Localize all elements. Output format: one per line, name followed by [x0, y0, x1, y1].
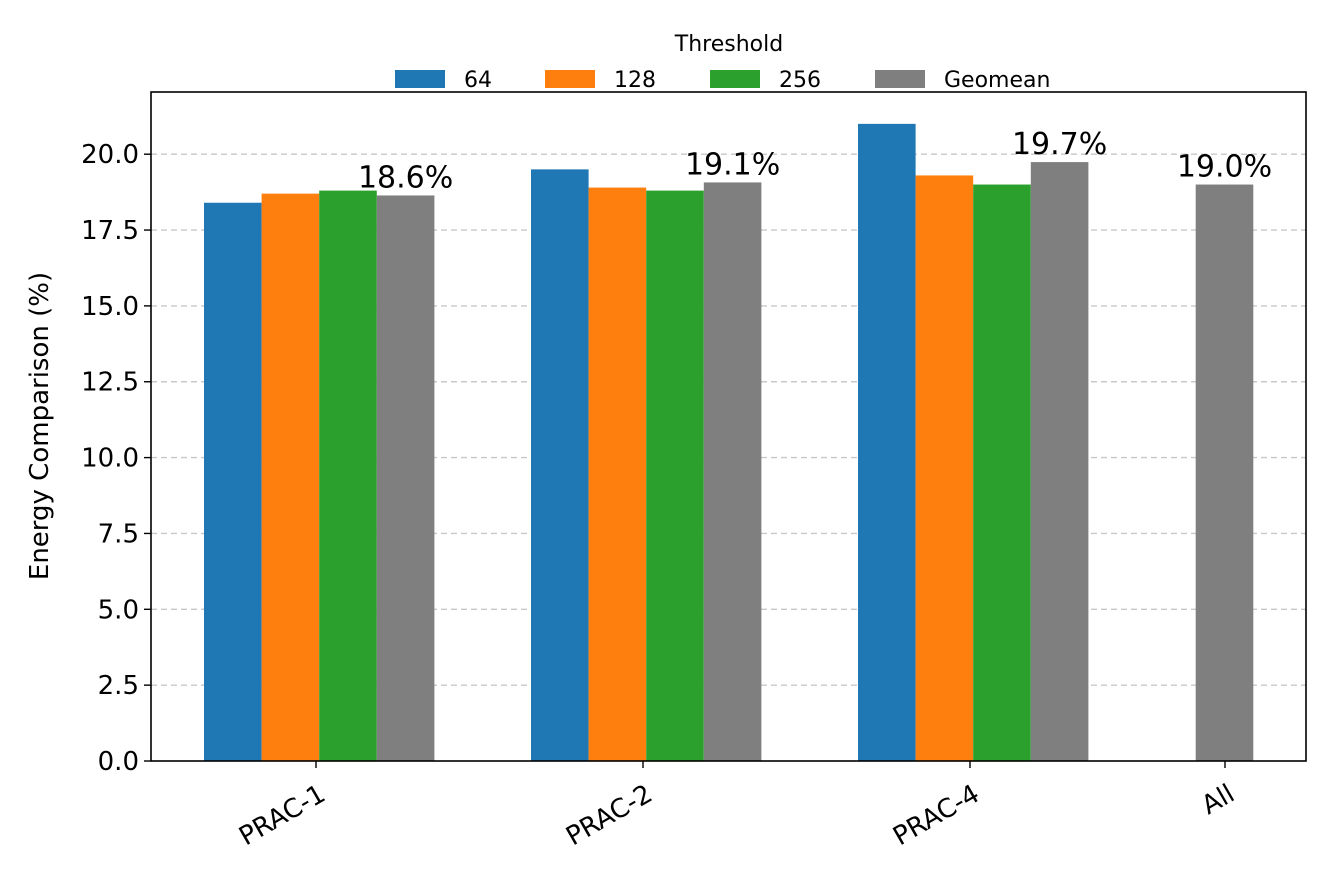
bar-geomean-prac-2 [703, 182, 762, 762]
bar-geomean-all [1195, 184, 1254, 761]
bar-128-prac-1 [261, 193, 320, 761]
bar-128-prac-4 [915, 175, 974, 762]
x-axis: PRAC-1 PRAC-2 PRAC-4 All [234, 761, 1240, 852]
legend-title: Threshold [674, 32, 783, 57]
legend-label: 64 [464, 68, 492, 93]
plot-area-frame [150, 91, 1307, 762]
bar-256-prac-1 [319, 190, 377, 761]
y-tick-label: 20.0 [81, 140, 139, 170]
bar-64-prac-1 [204, 202, 262, 761]
legend-swatch-geomean [875, 70, 925, 88]
y-axis-label: Energy Comparison (%) [25, 272, 55, 580]
x-tick-label: All [1197, 779, 1240, 821]
y-axis: 0.0 2.5 5.0 7.5 10.0 12.5 15.0 17.5 20.0 [81, 140, 151, 777]
bar-64-prac-4 [858, 123, 916, 762]
legend-label: Geomean [944, 68, 1050, 93]
legend-label: 256 [779, 68, 821, 93]
y-tick-label: 10.0 [81, 444, 139, 474]
legend-swatch-64 [395, 70, 445, 88]
bar-256-prac-2 [646, 190, 704, 761]
legend-swatch-128 [545, 70, 595, 88]
bar-256-prac-4 [973, 184, 1031, 761]
geomean-annotation: 19.7% [1012, 127, 1107, 162]
legend-swatch-256 [710, 70, 760, 88]
geomean-annotation: 19.0% [1177, 150, 1272, 185]
geomean-annotation: 18.6% [358, 160, 453, 195]
geomean-annotation: 19.1% [685, 147, 780, 182]
legend-label: 128 [614, 68, 656, 93]
bar-64-prac-2 [531, 169, 589, 762]
x-tick-label: PRAC-1 [234, 779, 331, 852]
x-tick-label: PRAC-4 [888, 779, 985, 852]
y-tick-label: 15.0 [81, 292, 139, 322]
bar-geomean-prac-1 [376, 195, 435, 762]
bar-128-prac-2 [588, 187, 647, 762]
bars [204, 123, 1254, 762]
legend: Threshold 64 128 256 Geomean [395, 32, 1050, 93]
y-tick-label: 2.5 [98, 671, 139, 701]
bar-geomean-prac-4 [1030, 162, 1089, 762]
y-tick-label: 17.5 [81, 216, 139, 246]
x-tick-label: PRAC-2 [561, 779, 658, 852]
y-tick-label: 5.0 [98, 595, 139, 625]
y-tick-label: 7.5 [98, 519, 139, 549]
bar-annotations: 18.6% 19.1% 19.7% 19.0% [358, 127, 1272, 195]
y-tick-label: 0.0 [98, 747, 139, 777]
y-tick-label: 12.5 [81, 368, 139, 398]
